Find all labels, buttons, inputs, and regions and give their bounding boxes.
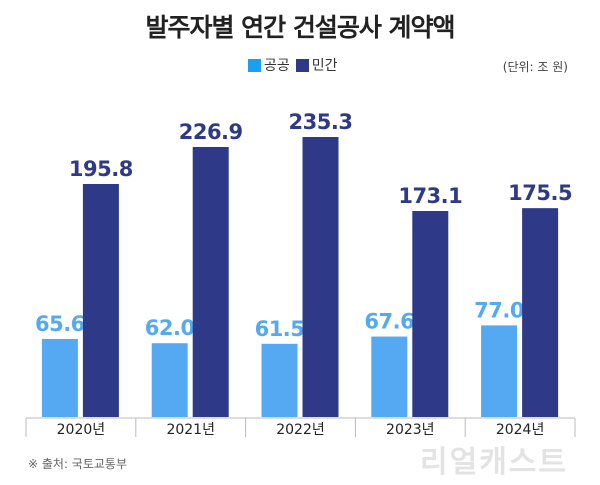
source-note: ※ 출처: 국토교통부 [28,457,128,471]
data-label: 62.0 [145,316,195,340]
bar-private [82,184,119,417]
x-tick-label: 2021년 [166,422,215,438]
x-tick-label: 2022년 [276,422,325,438]
bar-private [192,146,229,418]
x-tick-label: 2023년 [386,422,435,438]
legend-label-public: 공공 [264,58,290,74]
bar-public [371,336,408,417]
bar-public [261,343,298,417]
data-label: 226.9 [179,120,243,144]
bar-public [41,338,78,417]
bar-private [522,208,559,417]
legend-swatch-private [295,58,309,72]
data-label: 67.6 [364,310,414,334]
bar-public [481,325,518,417]
data-label: 235.3 [289,110,353,134]
data-label: 173.1 [398,184,462,208]
bar-public [151,343,188,417]
data-label: 77.0 [474,298,524,322]
legend-label-private: 민간 [311,58,338,74]
bar-private [302,137,339,417]
legend-swatch-public [248,58,261,72]
x-tick-label: 2020년 [57,422,106,438]
x-tick-label: 2024년 [496,422,545,438]
legend: 공공 민간 [248,55,338,75]
chart-title: 발주자별 연간 건설공사 계약액 [145,13,455,42]
watermark: 리얼캐스트 [420,445,568,480]
data-label: 61.5 [255,317,305,341]
data-label: 195.8 [69,157,133,181]
data-label: 175.5 [508,181,572,205]
bar-private [412,211,449,417]
unit-label: (단위: 조 원) [502,60,568,74]
data-label: 65.6 [35,312,85,336]
